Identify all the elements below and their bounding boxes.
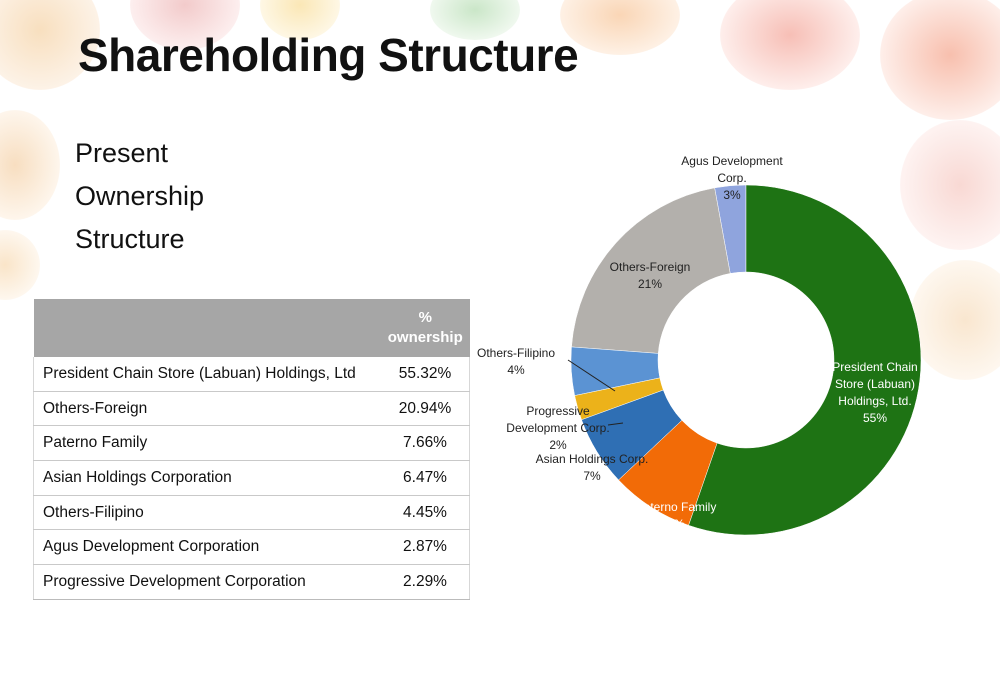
slice-label: Paterno Family 8% (636, 499, 717, 533)
shareholder-name: President Chain Store (Labuan) Holdings,… (33, 357, 381, 392)
ownership-doughnut-chart: President Chain Store (Labuan) Holdings, L… (470, 140, 1000, 610)
slice-label-line: President Chain (832, 360, 918, 374)
slice-label: Progressive Development Corp. 2% (506, 403, 609, 454)
slice-label-line: Corp. (717, 170, 747, 185)
doughnut-slice-president-chain-store-labuan-holdings-ltd (688, 184, 922, 536)
ownership-table: % ownership President Chain Store (Labua… (33, 299, 470, 600)
doughnut-slice-asian-holdings-corp (581, 389, 683, 481)
shareholder-name: Others-Filipino (33, 495, 381, 531)
shareholder-name: Progressive Development Corporation (33, 564, 381, 600)
table-row: Progressive Development Corporation 2.29% (33, 564, 470, 600)
slice-label-line: Paterno Family (635, 500, 717, 514)
table-row: Others-Foreign 20.94% (33, 391, 470, 427)
header-pct-line: ownership (387, 329, 463, 346)
shareholder-name: Agus Development Corporation (33, 529, 381, 566)
leader-line-others-filipino (567, 359, 616, 392)
slice-label-line: 21% (637, 277, 663, 291)
table-row: Others-Filipino 4.45% (33, 495, 470, 531)
slice-label-line: 7% (583, 469, 601, 483)
doughnut-slice-others-filipino (570, 346, 661, 396)
section-subtitle: Present Ownership Structure (75, 132, 204, 261)
doughnut-slice-paterno-family (618, 419, 718, 526)
slice-label: Agus Development Corp. 3% (681, 153, 782, 204)
ownership-pct: 4.45% (381, 495, 470, 531)
slice-label-line: Others-Filipino (476, 346, 556, 360)
ownership-pct: 55.32% (381, 357, 470, 392)
slice-label-line: Development Corp. (506, 420, 610, 435)
ownership-pct: 7.66% (381, 425, 470, 462)
slice-label-line: 3% (723, 187, 741, 202)
subtitle-line: Present (75, 138, 169, 168)
slice-label: Asian Holdings Corp. 7% (536, 451, 649, 485)
doughnut-svg (567, 184, 922, 536)
table-row: Asian Holdings Corporation 6.47% (33, 460, 470, 496)
table-row: Paterno Family 7.66% (33, 425, 470, 462)
slice-label-line: Holdings, Ltd. (838, 394, 912, 408)
slice-label-line: Agus Development (681, 153, 783, 168)
header-pct: % ownership (381, 299, 470, 357)
slice-label: President Chain Store (Labuan) Holdings, L… (832, 359, 917, 427)
ownership-pct: 2.29% (381, 564, 470, 600)
slice-label-line: Asian Holdings Corp. (535, 452, 649, 466)
slice-label-line: Progressive (526, 403, 590, 418)
doughnut-slice-others-foreign (571, 187, 731, 354)
ownership-pct: 20.94% (381, 391, 470, 427)
shareholder-name: Asian Holdings Corporation (33, 460, 381, 496)
slice-label: Others-Filipino 4% (477, 345, 555, 379)
slice-label-line: 4% (507, 363, 525, 377)
header-name (33, 299, 381, 357)
slice-label-line: Others-Foreign (609, 260, 691, 274)
slice-label: Others-Foreign 21% (610, 259, 691, 293)
slice-label-line: 55% (862, 411, 888, 425)
slice-label-line: Store (Labuan) (834, 377, 916, 391)
slice-label-line: 2% (549, 437, 567, 452)
ownership-pct: 2.87% (381, 529, 470, 566)
subtitle-line: Structure (75, 224, 185, 254)
leader-line-progressive (607, 422, 624, 426)
table-row: Agus Development Corporation 2.87% (33, 529, 470, 566)
slice-label-line: 8% (667, 517, 685, 531)
table-row: President Chain Store (Labuan) Holdings,… (33, 357, 470, 392)
ownership-pct: 6.47% (381, 460, 470, 496)
header-pct-line: % (418, 309, 432, 326)
subtitle-line: Ownership (75, 181, 205, 211)
table-header-row: % ownership (33, 299, 470, 357)
shareholder-name: Others-Foreign (33, 391, 381, 427)
page-title: Shareholding Structure (78, 29, 579, 81)
doughnut-slice-progressive-development-corp (574, 377, 664, 421)
shareholder-name: Paterno Family (33, 425, 381, 462)
